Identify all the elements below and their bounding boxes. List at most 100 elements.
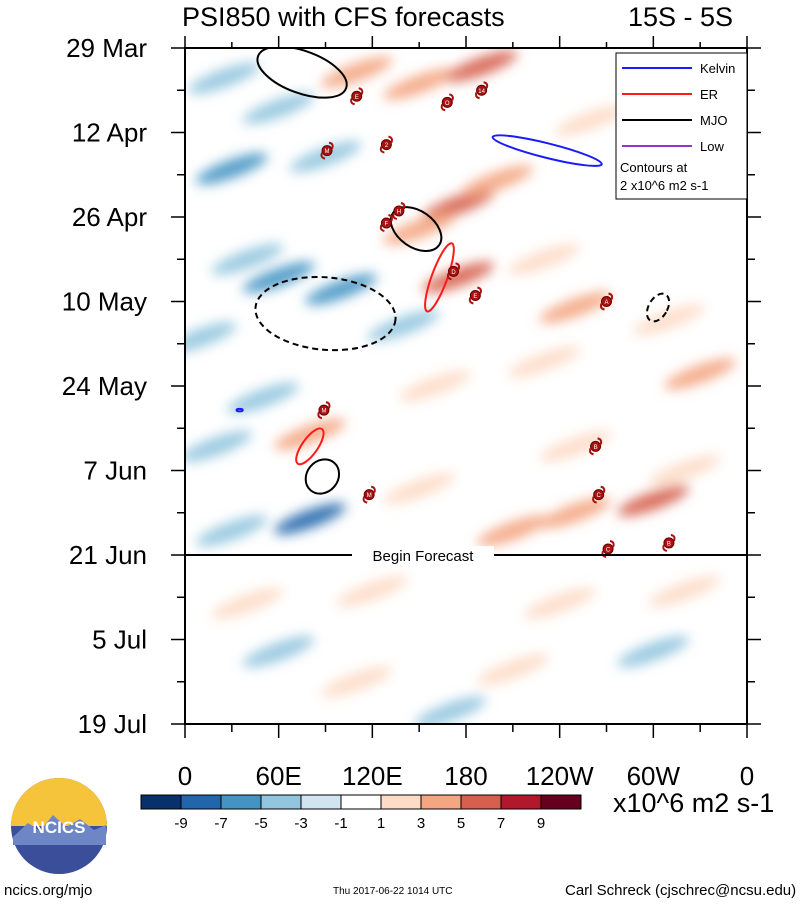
storm-marker-8: E (468, 286, 482, 305)
anomaly-blob-41 (476, 654, 549, 686)
colorbar-label: 5 (457, 815, 465, 832)
anomaly-blob-20 (508, 346, 580, 378)
storm-label: M (325, 149, 330, 155)
colorbar-label: -7 (214, 815, 227, 832)
storm-icon (601, 296, 612, 307)
storm-label: F (385, 222, 389, 228)
storm-marker-4: 2 (379, 135, 393, 154)
anomaly-blob-27 (648, 454, 721, 487)
x-tick-label: 120E (342, 761, 403, 791)
x-tick-label: 0 (740, 761, 754, 791)
storm-icon (393, 205, 405, 217)
storm-label: D (451, 270, 456, 276)
colorbar-swatch-9 (500, 794, 542, 810)
storm-icon (351, 90, 363, 102)
storm-marker-13: C (592, 485, 606, 504)
colorbar-swatch-10 (540, 794, 582, 810)
anomaly-blob-23 (398, 370, 471, 402)
storm-arm (362, 485, 376, 504)
storm-marker-2: 14 (475, 81, 489, 100)
forecast-label: Begin Forecast (373, 548, 475, 565)
storm-icon (448, 265, 460, 277)
storm-icon (318, 404, 330, 416)
contour-kelvin-8 (235, 407, 244, 413)
anomaly-blob-5 (383, 68, 456, 100)
storm-marker-10: M (317, 401, 331, 420)
storm-icon (363, 489, 375, 501)
storm-marker-9: A (599, 292, 614, 311)
storm-icon (469, 289, 481, 301)
colorbar-label: -3 (294, 815, 307, 832)
storm-arm (599, 292, 614, 311)
x-tick-label: 120W (526, 761, 594, 791)
storm-arm (379, 214, 393, 233)
storm-label: B (594, 445, 598, 451)
storm-marker-3: M (320, 141, 334, 160)
anomaly-blob-17 (185, 322, 237, 354)
anomaly-blob-21 (664, 358, 737, 390)
anomaly-blob-14 (211, 243, 284, 275)
x-tick-label: 180 (444, 761, 487, 791)
colorbar-label: -1 (334, 815, 347, 832)
anomaly-blob-33 (195, 515, 268, 547)
anomaly-blob-38 (242, 636, 315, 668)
contour-kelvin-0 (491, 134, 603, 167)
storm-arm (317, 401, 331, 420)
colorbar-units: x10^6 m2 s-1 (613, 788, 775, 818)
anomaly-blob-35 (336, 575, 409, 607)
y-tick-label: 26 Apr (72, 202, 148, 232)
anomaly-field (185, 50, 737, 724)
contour-er-3 (424, 242, 455, 313)
storm-marker-15: B (662, 533, 676, 552)
storm-icon (593, 489, 605, 501)
contour-mjo-5 (645, 292, 671, 323)
anomaly-blob-8 (422, 189, 495, 221)
storm-icon (380, 139, 392, 151)
logo-text: NCICS (33, 818, 86, 837)
y-tick-label: 19 Jul (78, 709, 147, 739)
storm-label: H (397, 209, 401, 215)
storm-label: O (445, 101, 450, 107)
legend-label-kelvin: Kelvin (700, 61, 735, 76)
anomaly-blob-1 (242, 92, 315, 124)
storm-marker-6: F (379, 214, 393, 233)
y-tick-label: 29 Mar (66, 33, 147, 63)
anomaly-blob-37 (648, 575, 721, 607)
storm-icon (476, 84, 488, 96)
anomaly-blobs (185, 50, 737, 724)
legend-box (615, 52, 748, 200)
legend: Kelvin ER MJO Low Contours at 2 x10^6 m2 s-1 (615, 52, 748, 200)
x-tick-label: 0 (178, 761, 192, 791)
anomaly-blob-28 (383, 473, 456, 505)
storm-marker-0: E (350, 87, 364, 106)
colorbar-swatch-7 (420, 794, 462, 810)
legend-note-2: 2 x10^6 m2 s-1 (620, 178, 708, 193)
colorbar-label: 3 (417, 815, 425, 832)
anomaly-blob-10 (461, 165, 534, 197)
storm-markers: E O 14 M 2 H F D E A M B M C C B (317, 81, 676, 558)
storm-label: 14 (478, 89, 485, 95)
colorbar-swatch-8 (460, 794, 502, 810)
legend-label-mjo: MJO (700, 113, 727, 128)
anomaly-blob-32 (476, 515, 549, 547)
anomaly-blob-18 (539, 292, 612, 324)
anomaly-blob-25 (185, 430, 253, 462)
storm-arm (350, 87, 364, 106)
colorbar-swatch-4 (300, 794, 342, 810)
storm-arm (468, 286, 482, 305)
y-axis: 29 Mar 12 Apr 26 Apr 10 May 24 May 7 Jun 21 Ju… (62, 33, 761, 739)
y-tick-label: 24 May (62, 371, 147, 401)
anomaly-blob-31 (617, 485, 690, 517)
storm-marker-11: B (589, 437, 603, 456)
colorbar-swatch-6 (380, 794, 422, 810)
storm-label: E (355, 95, 359, 101)
colorbar-swatch-0 (140, 794, 182, 810)
y-tick-label: 10 May (62, 287, 147, 317)
storm-icon (441, 96, 453, 108)
colorbar-label: 1 (377, 815, 385, 832)
anomaly-blob-22 (227, 382, 299, 414)
anomaly-blob-12 (242, 261, 315, 293)
anomaly-blob-6 (445, 50, 518, 82)
storm-icon (380, 217, 392, 229)
